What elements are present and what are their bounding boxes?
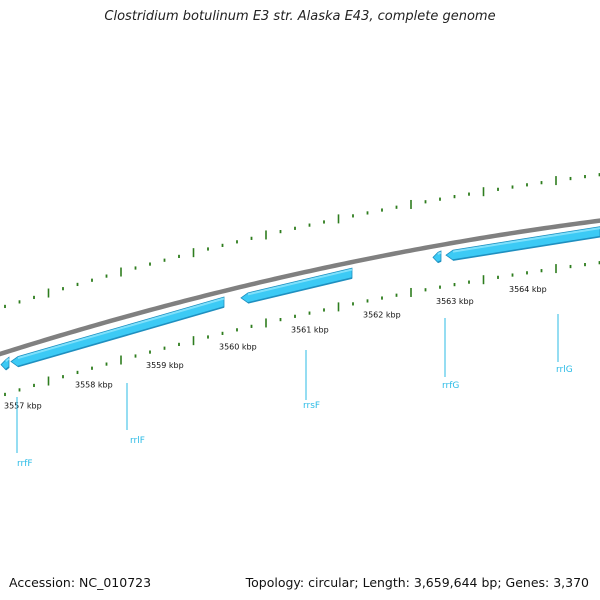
scale-label: 3562 kbp: [363, 311, 401, 320]
scale-labels: 3557 kbp 3558 kbp 3559 kbp 3560 kbp 3561 kbp…: [4, 285, 547, 411]
map-title: Clostridium botulinum E3 str. Alaska E43…: [104, 9, 496, 24]
gene-highlight: [247, 268, 353, 296]
scale-label: 3560 kbp: [219, 342, 257, 351]
gene-shadow: [17, 306, 225, 368]
genome-summary-text: Topology: circular; Length: 3,659,644 bp…: [245, 575, 589, 590]
scale-label: 3564 kbp: [509, 285, 547, 294]
gene-labels: rrfF rrlF rrsF rrfG rrlG: [16, 314, 573, 469]
gene-label-rrsF: rrsF: [303, 401, 320, 411]
gene-track: [0, 226, 600, 371]
gene-label-rrlF: rrlF: [130, 436, 145, 446]
backbone-line: [0, 218, 600, 357]
scale-label: 3558 kbp: [75, 381, 113, 390]
lower-tick-track: [4, 261, 600, 397]
upper-tick-track: [4, 173, 600, 309]
scale-label: 3557 kbp: [4, 402, 42, 411]
gene-label-rrlG: rrlG: [556, 365, 573, 375]
scale-label: 3561 kbp: [291, 326, 329, 335]
gene-highlight: [437, 251, 442, 255]
gene-shadow: [437, 260, 442, 264]
gene-label-rrfF: rrfF: [17, 459, 33, 469]
genome-backbone: [0, 218, 600, 357]
gene-label-rrfG: rrfG: [442, 381, 459, 391]
scale-label: 3559 kbp: [146, 361, 184, 370]
gene-highlight: [452, 227, 600, 253]
accession-text: Accession: NC_010723: [9, 575, 152, 590]
scale-label: 3563 kbp: [436, 297, 474, 306]
gene-highlight: [17, 297, 225, 360]
gene-shadow: [452, 235, 600, 261]
gene-shadow: [247, 277, 353, 304]
gene-highlight: [5, 357, 10, 362]
gene-shadow: [5, 366, 10, 371]
